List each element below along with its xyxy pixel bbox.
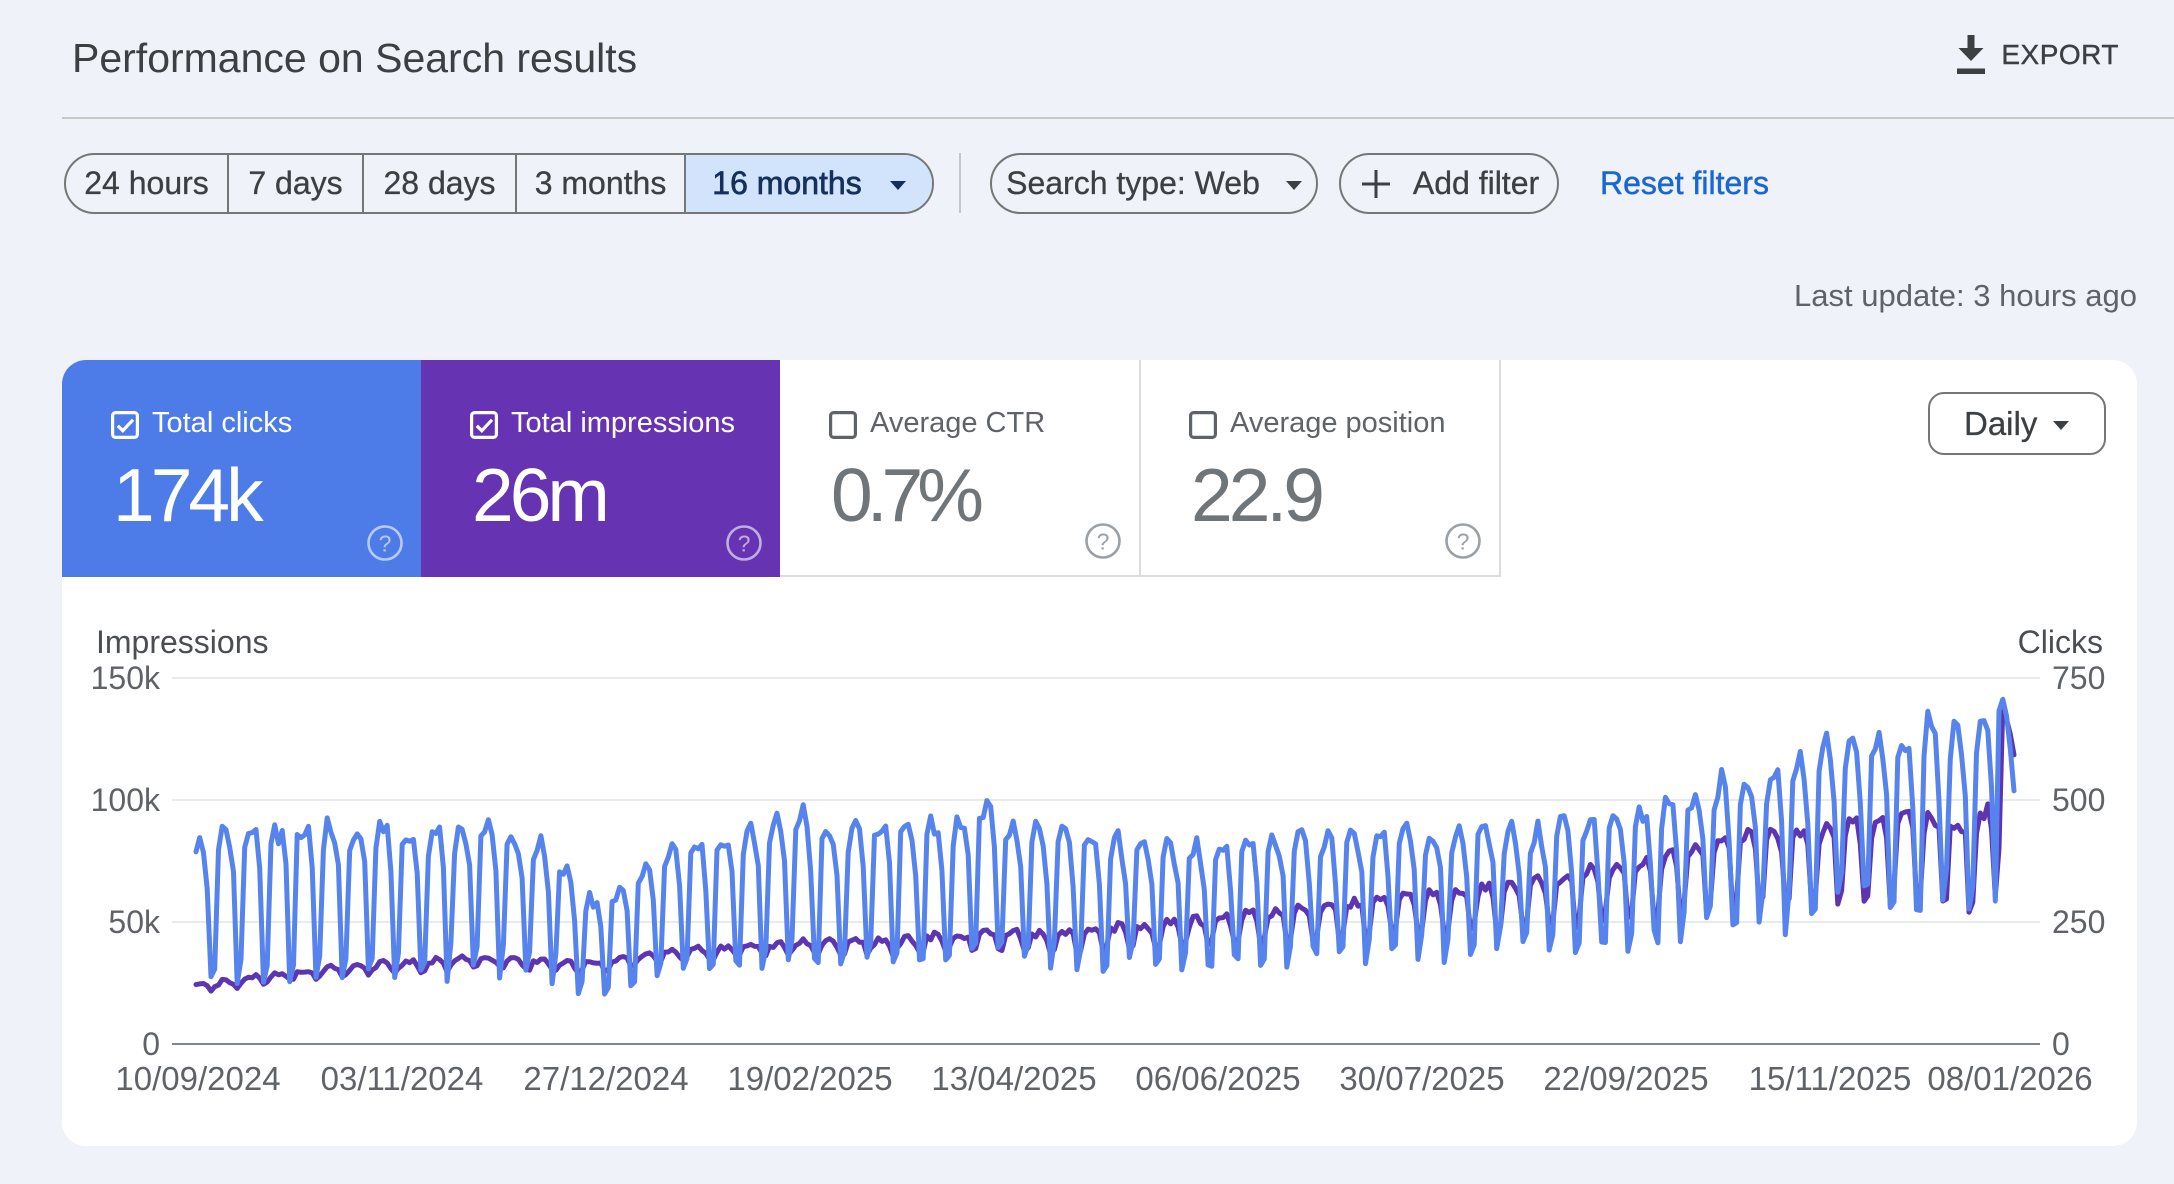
svg-text:30/07/2025: 30/07/2025 (1339, 1060, 1504, 1097)
svg-text:13/04/2025: 13/04/2025 (931, 1060, 1096, 1097)
svg-text:10/09/2024: 10/09/2024 (115, 1060, 280, 1097)
svg-text:100k: 100k (91, 782, 161, 818)
svg-text:06/06/2025: 06/06/2025 (1135, 1060, 1300, 1097)
svg-text:19/02/2025: 19/02/2025 (727, 1060, 892, 1097)
svg-text:27/12/2024: 27/12/2024 (523, 1060, 688, 1097)
svg-text:250: 250 (2052, 904, 2105, 940)
svg-text:?: ? (1457, 529, 1470, 555)
svg-text:?: ? (379, 531, 392, 557)
svg-text:0: 0 (142, 1026, 160, 1062)
svg-text:08/01/2026: 08/01/2026 (1927, 1060, 2092, 1097)
svg-text:150k: 150k (91, 660, 161, 696)
svg-text:750: 750 (2052, 660, 2105, 696)
svg-text:03/11/2024: 03/11/2024 (321, 1060, 484, 1097)
svg-text:15/11/2025: 15/11/2025 (1749, 1060, 1912, 1097)
svg-text:500: 500 (2052, 782, 2105, 818)
svg-text:?: ? (738, 531, 751, 557)
svg-text:Impressions: Impressions (96, 624, 269, 660)
svg-text:?: ? (1097, 529, 1110, 555)
svg-text:Clicks: Clicks (2018, 624, 2103, 660)
svg-text:50k: 50k (108, 904, 161, 940)
svg-text:0: 0 (2052, 1026, 2070, 1062)
svg-text:22/09/2025: 22/09/2025 (1543, 1060, 1708, 1097)
